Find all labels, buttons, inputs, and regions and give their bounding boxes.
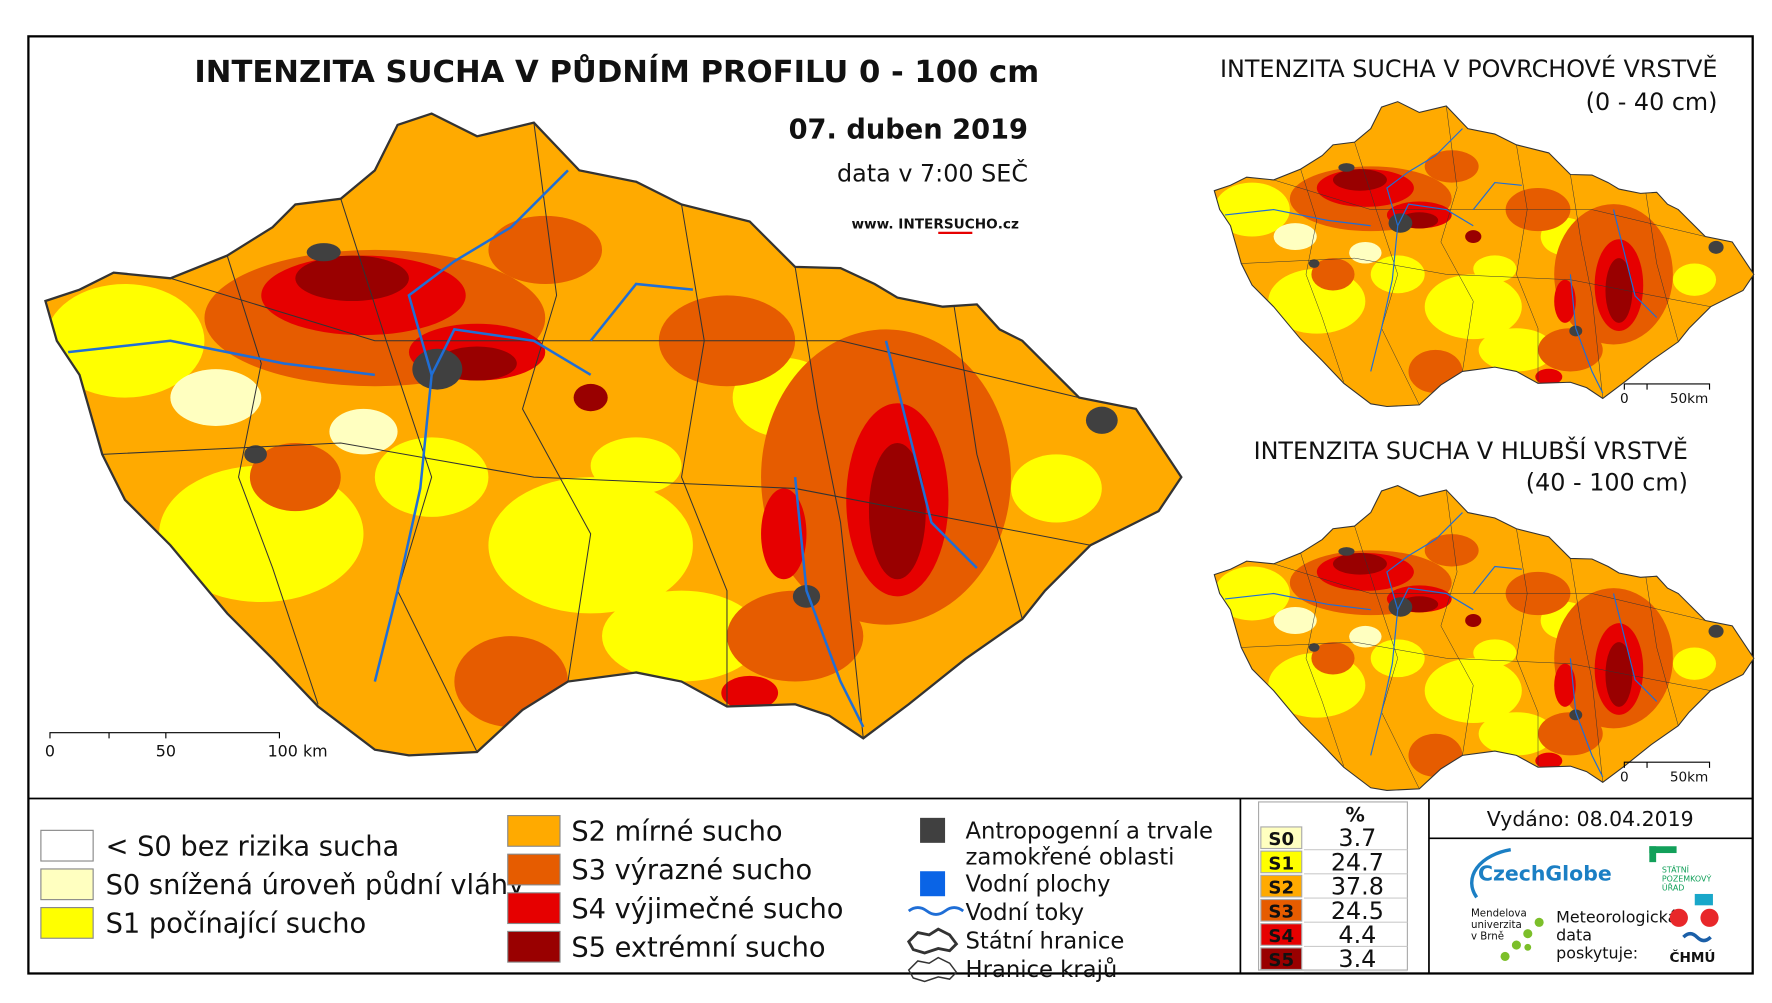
class-swatch	[1260, 947, 1303, 971]
logo-spu: STÁTNÍ	[1662, 863, 1690, 874]
class-swatch	[1260, 874, 1303, 898]
scale-label: 50km	[1670, 769, 1709, 785]
legend-label: S3 výrazné sucho	[571, 855, 812, 886]
stats-header: %	[1345, 803, 1364, 826]
class-percent: 24.7	[1331, 848, 1384, 876]
class-label: S3	[1268, 902, 1294, 923]
inset-subtitle: (40 - 100 cm)	[1526, 469, 1688, 497]
stats-table: % S0 3.7 S1 24.7 S2 37.8 S3 24.5 S4 4.4 S5 3.4	[1258, 801, 1408, 973]
legend-swatch	[507, 853, 561, 886]
class-swatch	[1260, 898, 1303, 922]
chmu-note: Meteorologická	[1556, 907, 1677, 926]
legend-swatch	[40, 829, 94, 862]
scale-bar	[49, 732, 280, 739]
legend-label: S2 mírné sucho	[571, 817, 782, 848]
legend-swatch	[907, 956, 958, 983]
legend-label: Státní hranice	[966, 928, 1125, 954]
chmu-note: poskytuje:	[1556, 944, 1638, 963]
legend-swatch	[507, 815, 561, 847]
logos: CzechGlobe STÁTNÍ POZEMKOVÝ ÚŘAD Mendelo…	[1470, 846, 1719, 966]
legend-swatch	[920, 871, 946, 897]
class-percent: 37.8	[1331, 873, 1384, 901]
date: 07. duben 2019	[789, 115, 1028, 146]
legend-label: < S0 bez rizika sucha	[106, 831, 400, 862]
class-percent: 4.4	[1338, 921, 1376, 949]
data-time: data v 7:00 SEČ	[837, 160, 1028, 188]
class-swatch	[1260, 923, 1303, 946]
class-percent: 3.4	[1338, 945, 1376, 973]
main-title: INTENZITA SUCHA V PŮDNÍM PROFILU 0 - 100…	[194, 53, 1039, 90]
legend-label: Hranice krajů	[966, 956, 1118, 983]
legend-swatch	[507, 930, 561, 963]
scale-label: 0	[1620, 769, 1629, 785]
legend: < S0 bez rizika sucha S0 snížená úroveň p…	[40, 815, 1214, 983]
scale-label: 50	[156, 742, 176, 761]
inset-subtitle: (0 - 40 cm)	[1586, 88, 1718, 116]
scale-label: 50km	[1670, 391, 1709, 407]
website-part: .cz	[998, 216, 1019, 232]
issued-date: Vydáno: 08.04.2019	[1487, 807, 1694, 831]
legend-swatch	[40, 907, 94, 939]
legend-label: S5 extrémní sucho	[571, 932, 825, 963]
website: www. INTERSUCHO.cz	[851, 216, 1019, 232]
panel-dividers	[28, 797, 1753, 974]
class-percent: 24.5	[1331, 897, 1384, 925]
legend-swatch	[907, 906, 965, 916]
class-percent: 3.7	[1338, 824, 1376, 852]
class-swatch	[1260, 826, 1303, 850]
logo-chmu: ČHMÚ	[1669, 948, 1715, 966]
inset-title: INTENZITA SUCHA V HLUBŠÍ VRSTVĚ	[1254, 437, 1688, 465]
logo-spu: ÚŘAD	[1662, 882, 1685, 893]
logo-czechglobe: CzechGlobe	[1478, 861, 1612, 885]
legend-swatch	[507, 892, 561, 925]
legend-label: Vodní toky	[966, 900, 1085, 926]
class-label: S4	[1268, 926, 1294, 947]
logo-mendelu: v Brně	[1471, 930, 1504, 942]
scale-label: 0	[1620, 391, 1629, 407]
scale-label: 0	[45, 742, 55, 761]
inset-title: INTENZITA SUCHA V POVRCHOVÉ VRSTVĚ	[1220, 55, 1718, 83]
legend-swatch	[920, 817, 946, 843]
legend-label: S1 počínající sucho	[106, 909, 367, 940]
scale-bar	[1623, 761, 1711, 768]
legend-label: zamokřené oblasti	[966, 844, 1175, 870]
logo-spu: POZEMKOVÝ	[1662, 872, 1712, 883]
scale-label: 100 km	[268, 742, 328, 761]
class-swatch	[1260, 850, 1303, 874]
legend-label: S4 výjimečné sucho	[571, 894, 843, 925]
class-label: S0	[1268, 829, 1294, 850]
legend-swatch	[40, 868, 94, 901]
legend-swatch	[906, 927, 959, 955]
class-label: S5	[1268, 950, 1294, 971]
chmu-note: data	[1556, 926, 1592, 945]
logo-mendelu: univerzita	[1471, 920, 1522, 931]
legend-label: Antropogenní a trvale	[966, 818, 1214, 844]
website-part: SUCHO	[944, 216, 998, 232]
scale-bar	[1623, 383, 1711, 390]
class-label: S2	[1268, 877, 1294, 898]
logo-mendelu: Mendelova	[1471, 909, 1527, 920]
legend-label: Vodní plochy	[966, 872, 1111, 898]
website-part: www. INTER	[851, 216, 944, 232]
class-label: S1	[1268, 853, 1294, 874]
legend-label: S0 snížená úroveň půdní vláhy	[106, 870, 525, 901]
